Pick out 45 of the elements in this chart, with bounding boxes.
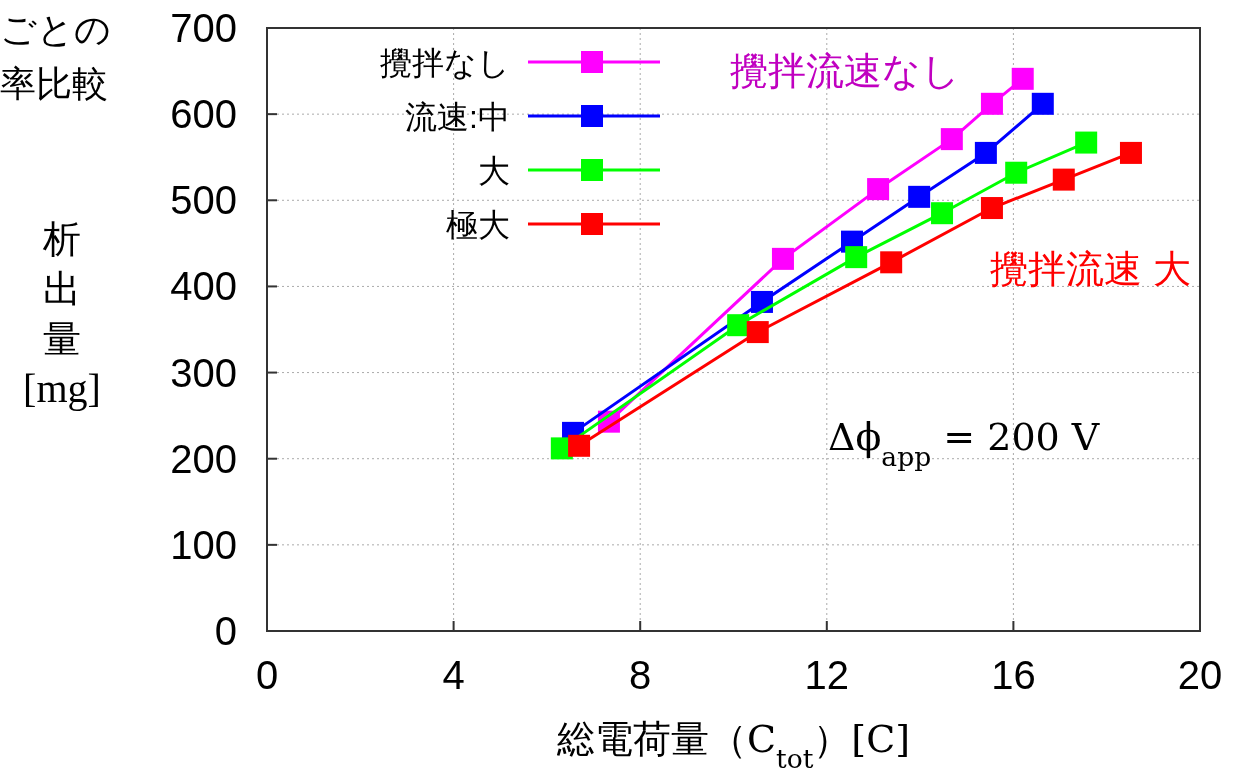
y-tick-label: 500: [170, 178, 237, 223]
y-axis-title: 析出量[mg]: [23, 218, 101, 411]
point: [750, 290, 773, 313]
point: [845, 246, 868, 269]
x-tick-label: 20: [1177, 653, 1223, 697]
point: [1075, 131, 1098, 154]
point: [1119, 141, 1142, 164]
point: [940, 128, 963, 151]
y-tick-label: 100: [170, 522, 237, 567]
y-tick-label: 200: [170, 436, 237, 481]
point: [568, 434, 591, 457]
text: ごとの: [0, 9, 111, 50]
legend-label: 大: [478, 153, 510, 189]
legend-label: 極大: [446, 207, 510, 243]
x-tick-label: 8: [629, 653, 652, 697]
x-axis-title: 総電荷量（C$_{tot}$）[C]: [555, 717, 911, 774]
x-tick-label: 16: [991, 653, 1036, 697]
annotation: Δϕ$_{app}$ = 200 V: [828, 415, 1100, 472]
x-tick-label: 4: [442, 653, 465, 697]
point: [1052, 168, 1075, 191]
y-tick-label: 600: [170, 92, 237, 137]
point: [980, 197, 1003, 220]
y-tick-label: 300: [170, 350, 237, 395]
point: [880, 251, 903, 274]
y-tick-label: 400: [170, 264, 237, 309]
point: [931, 202, 954, 225]
annotation: 攪拌流速なし: [730, 50, 960, 92]
point: [974, 141, 997, 164]
x-tick-label: 0: [255, 653, 279, 697]
point: [1011, 67, 1034, 90]
y-tick-label: 0: [214, 609, 237, 653]
point: [746, 321, 769, 344]
y-tick-label: 700: [170, 6, 237, 50]
point: [867, 178, 890, 201]
point: [1031, 92, 1054, 115]
legend-label: 攪拌なし: [380, 45, 510, 81]
legend-label: 流速:中: [405, 99, 510, 135]
x-tick-label: 12: [804, 653, 850, 697]
point: [1005, 161, 1028, 184]
annotation: 攪拌流速 大: [990, 248, 1191, 290]
point: [771, 247, 794, 270]
point: [727, 314, 750, 337]
point: [980, 92, 1003, 115]
text: 率比較: [0, 63, 108, 104]
point: [908, 185, 931, 208]
